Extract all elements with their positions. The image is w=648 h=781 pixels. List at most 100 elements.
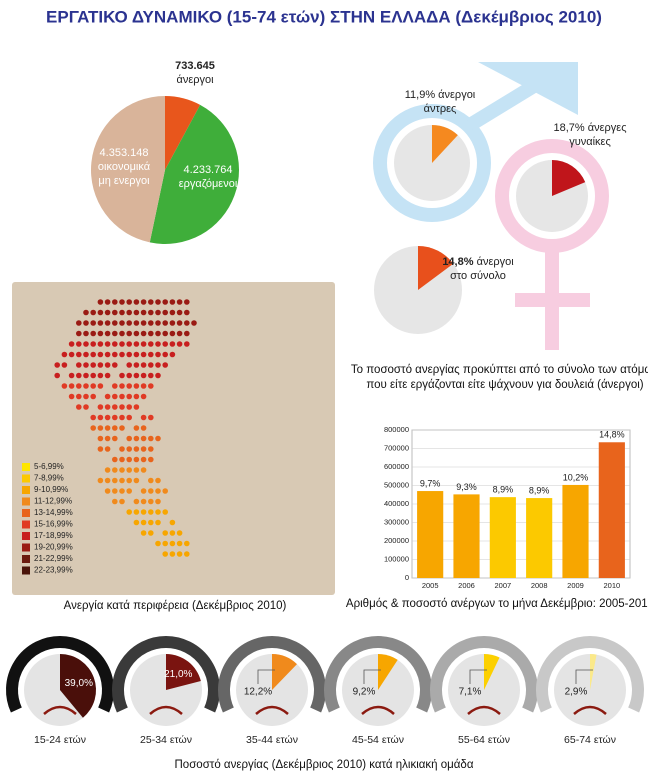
map-dot (176, 530, 183, 536)
map-dot (97, 414, 104, 421)
gauge-slice (484, 654, 500, 690)
map-dot (119, 414, 125, 421)
map-dot (126, 488, 132, 494)
leader (363, 669, 381, 684)
map-dot (169, 519, 176, 526)
bar (453, 494, 480, 578)
legend-swatch (22, 486, 30, 494)
y-tick-label: 0 (405, 573, 409, 582)
map-dot (104, 393, 111, 400)
map-dot (54, 362, 60, 368)
leader (469, 669, 487, 684)
map-dot (83, 330, 89, 337)
map-dot (155, 320, 161, 326)
category-label: οικονομικά (98, 161, 151, 173)
map-dot (169, 299, 176, 305)
legend-label: 13-14,99% (34, 508, 73, 517)
map-dot (148, 414, 154, 421)
share-text: άνεργοι (438, 89, 476, 101)
map-dot (104, 372, 111, 379)
map-dot (148, 351, 154, 358)
map-dot (126, 509, 132, 515)
pie-slice (418, 246, 454, 290)
map-dot (162, 509, 168, 515)
map-dot (148, 488, 154, 494)
map-dot (104, 446, 111, 452)
map-dot (83, 320, 89, 326)
note: που είτε εργάζονται είτε ψάχνουν για δου… (366, 379, 643, 391)
legend-label: 9-10,99% (34, 485, 68, 494)
value-label: 12,2% (244, 687, 272, 698)
map-dot (68, 393, 75, 400)
map-dot (104, 404, 111, 410)
map-dot (119, 299, 125, 305)
map-dot (97, 446, 104, 452)
x-tick-label: 2006 (458, 581, 475, 590)
map-dot (184, 309, 190, 316)
map-dot (90, 362, 96, 368)
map-dot (119, 446, 125, 452)
female-symbol (495, 139, 609, 350)
map-dot (133, 383, 140, 389)
map-dot (119, 477, 125, 484)
map-dot (112, 498, 118, 505)
map-dot (68, 351, 75, 358)
share-label: 11,9% άνεργοι (405, 89, 476, 101)
map-dot (112, 341, 118, 347)
map-dot (76, 372, 82, 379)
map-dot (119, 404, 125, 410)
rate-label: 8,9% (529, 485, 550, 495)
map-dot (133, 467, 140, 473)
map-dot (133, 425, 140, 431)
map-dot (155, 488, 161, 494)
map-dot (133, 456, 140, 463)
category-label: άνεργοι (176, 74, 214, 86)
map-dot (169, 320, 176, 326)
share-text: στο σύνολο (450, 270, 506, 282)
legend-swatch (22, 509, 30, 517)
gauge-rim (218, 636, 326, 713)
map-dot (148, 309, 154, 316)
map-dot (140, 498, 147, 505)
map-dot (162, 341, 168, 347)
pie-slice (149, 104, 240, 245)
map-dot (104, 414, 111, 421)
map-dot (169, 309, 176, 316)
map-dot (155, 351, 161, 358)
map-dot (162, 362, 168, 368)
map-dot (126, 467, 132, 473)
share-text: άντρες (424, 103, 457, 115)
map-dot (169, 341, 176, 347)
map-dot (140, 372, 147, 379)
bar-caption: Αριθμός & ποσοστό ανέργων το μήνα Δεκέμβ… (346, 598, 648, 610)
map-dot (126, 351, 132, 358)
map-dot (90, 393, 96, 400)
gauge-slice (60, 654, 97, 718)
map-dot (97, 372, 104, 379)
y-tick-label: 600000 (384, 462, 409, 471)
pie-slice (552, 160, 586, 196)
map-dot (126, 456, 132, 463)
map-dot (184, 341, 190, 347)
x-tick-label: 2009 (567, 581, 584, 590)
map-dot (140, 530, 147, 536)
map-dot (148, 446, 154, 452)
legend-swatch (22, 463, 30, 471)
category-label: 55-64 ετών (458, 734, 510, 746)
map-dot (148, 435, 154, 442)
map-dot (133, 435, 140, 442)
map-dot (90, 383, 96, 389)
map-dot (119, 309, 125, 316)
map-dot (140, 509, 147, 515)
map-dot (140, 330, 147, 337)
map-dot (104, 320, 111, 326)
map-dot (176, 299, 183, 305)
map-dot (133, 330, 140, 337)
share-text: γυναίκες (569, 136, 611, 148)
legend-swatch (22, 566, 30, 575)
leader (575, 669, 593, 684)
map-dot (104, 341, 111, 347)
map-dot (83, 351, 89, 358)
y-tick-label: 100000 (384, 554, 409, 563)
smile (149, 705, 183, 715)
